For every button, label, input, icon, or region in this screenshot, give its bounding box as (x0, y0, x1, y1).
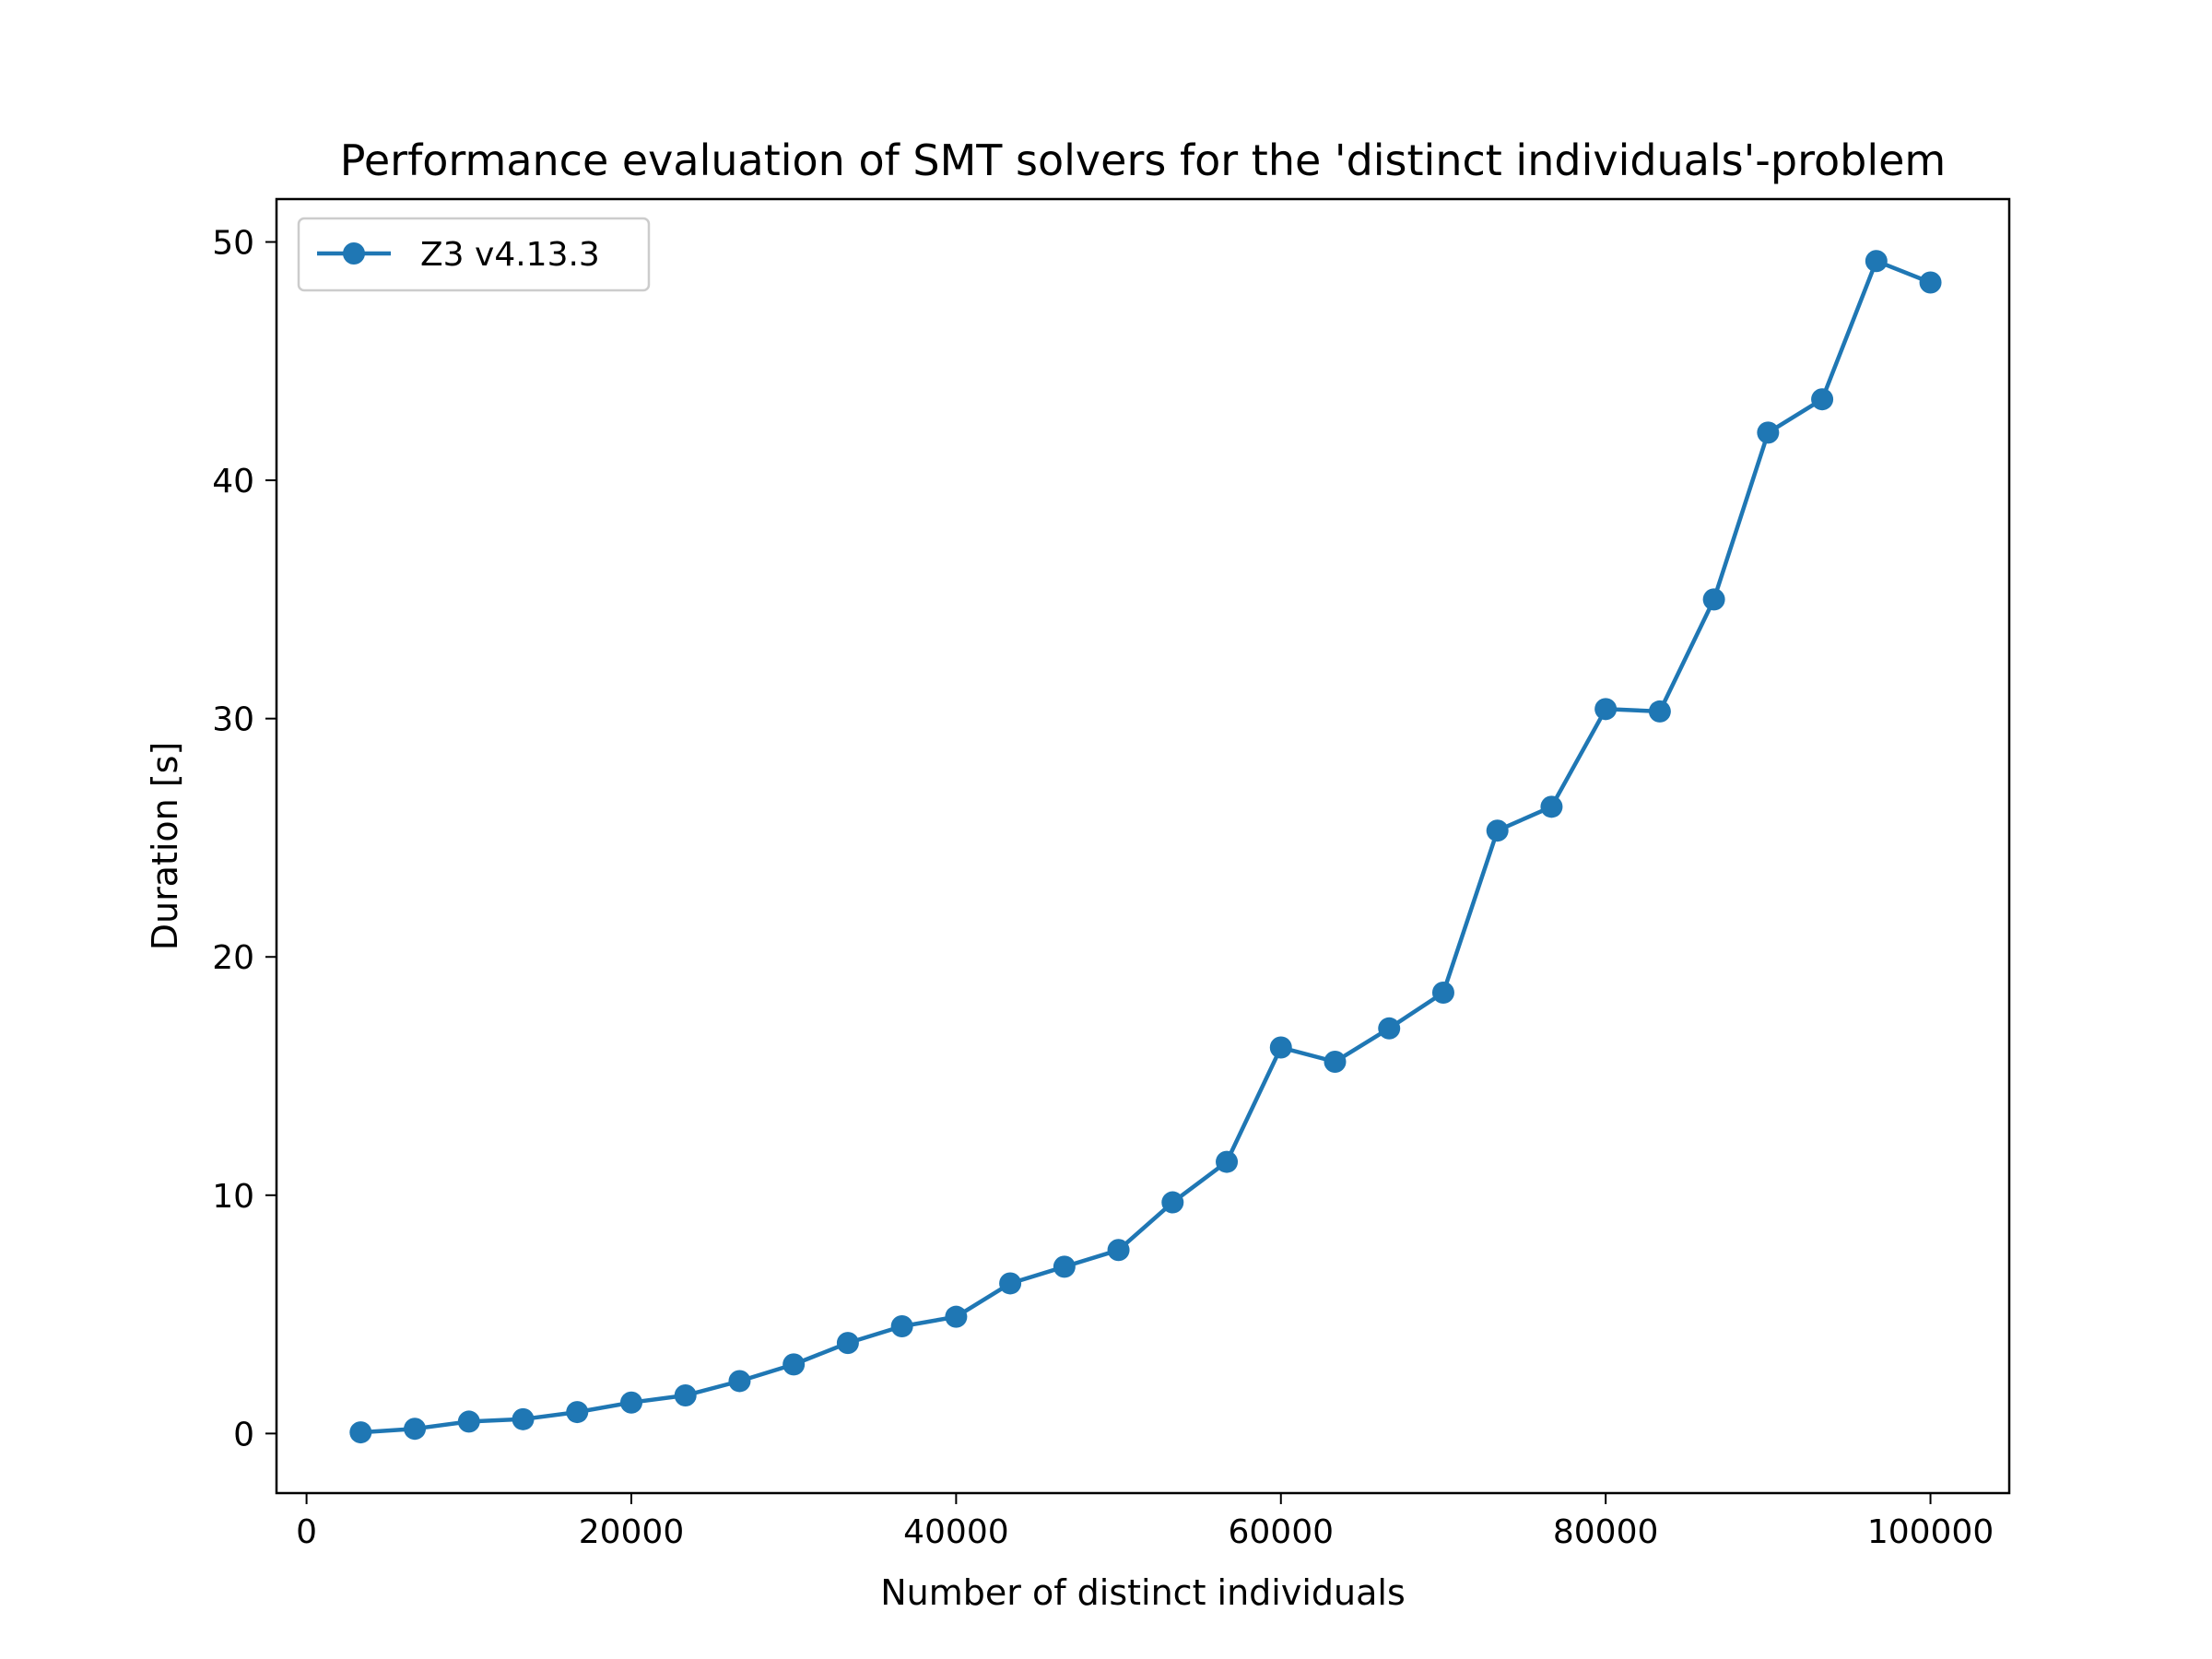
legend-box (297, 217, 651, 292)
plot-frame (275, 197, 2011, 1495)
data-point (349, 1421, 372, 1444)
data-point (1161, 1191, 1184, 1214)
data-point (999, 1272, 1022, 1295)
data-point (1702, 588, 1725, 611)
x-tick-label: 80000 (1553, 1513, 1659, 1551)
x-tick-label: 0 (296, 1513, 317, 1551)
data-point (457, 1410, 480, 1433)
data-point (1053, 1255, 1076, 1278)
legend-marker-swatch (343, 242, 365, 265)
data-point (1594, 698, 1618, 721)
data-point (782, 1353, 806, 1376)
chart-title: Performance evaluation of SMT solvers fo… (340, 135, 1946, 185)
data-point (1648, 700, 1671, 723)
data-point (1431, 982, 1454, 1005)
data-point (404, 1418, 427, 1441)
data-point (890, 1315, 913, 1338)
data-point (1865, 250, 1888, 273)
y-tick-label: 0 (233, 1416, 254, 1453)
data-point (1486, 819, 1509, 842)
data-point (619, 1391, 642, 1414)
data-point (1107, 1239, 1130, 1262)
y-axis-label: Duration [s] (145, 742, 185, 951)
data-point (945, 1305, 968, 1328)
x-tick-label: 60000 (1229, 1513, 1335, 1551)
data-point (674, 1383, 697, 1406)
data-point (1324, 1051, 1347, 1073)
x-axis-label: Number of distinct individuals (880, 1572, 1406, 1613)
legend: Z3 v4.13.3 (297, 217, 651, 292)
x-tick-label: 20000 (579, 1513, 685, 1551)
y-tick-label: 40 (212, 463, 254, 500)
data-point (1757, 421, 1780, 444)
data-point (1216, 1150, 1239, 1173)
data-point (1811, 388, 1834, 411)
data-point (1378, 1017, 1401, 1040)
y-tick-label: 10 (212, 1178, 254, 1216)
data-point (728, 1370, 751, 1393)
plot-area: 0 20000 40000 60000 80000 100000 0 10 20 30 40 50 (212, 225, 1994, 1551)
data-point (1540, 795, 1563, 818)
data-point (836, 1332, 859, 1355)
y-tick-label: 50 (212, 225, 254, 263)
data-point (1269, 1036, 1292, 1059)
data-point (566, 1401, 589, 1424)
data-point (512, 1407, 535, 1430)
y-tick-label: 20 (212, 939, 254, 977)
legend-entry-label: Z3 v4.13.3 (420, 236, 600, 274)
x-tick-label: 40000 (903, 1513, 1009, 1551)
y-tick-label: 30 (212, 701, 254, 739)
data-point (1919, 271, 1942, 294)
x-tick-label: 100000 (1867, 1513, 1994, 1551)
